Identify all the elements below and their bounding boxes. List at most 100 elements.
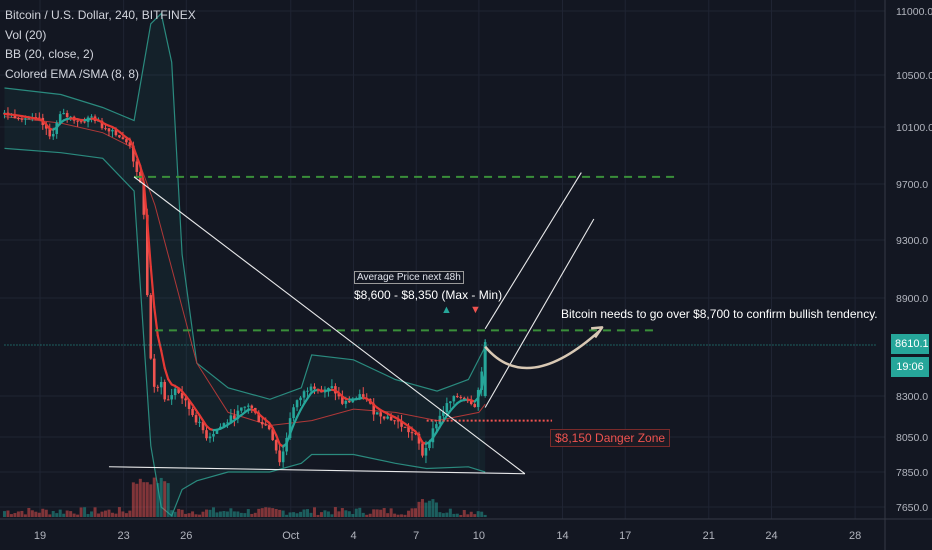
ema-segment (477, 386, 483, 399)
volume-bar (246, 509, 250, 517)
candle-body (194, 415, 198, 423)
candle-body (396, 420, 400, 422)
volume-bar (347, 511, 351, 517)
candle-body (79, 121, 83, 123)
legend-ema[interactable]: Colored EMA /SMA (8, 8) (5, 66, 140, 81)
volume-bar (222, 511, 226, 517)
volume-bar (86, 514, 90, 517)
volume-bar (93, 507, 97, 517)
candle-body (198, 421, 201, 423)
volume-bar (37, 512, 41, 517)
candle-body (205, 430, 208, 439)
candle-body (400, 421, 403, 427)
volume-bar (232, 511, 236, 517)
price-range-label[interactable]: $8,600 - $8,350 (Max - Min) (354, 288, 503, 302)
volume-bar (69, 511, 73, 517)
candle-body (264, 424, 268, 426)
volume-bar (302, 509, 306, 517)
volume-bar (76, 514, 80, 517)
ema-segment (160, 349, 166, 370)
candle-body (44, 125, 48, 129)
volume-bar (469, 511, 473, 517)
y-tick-label: 10100.0 (896, 122, 932, 134)
volume-bar (441, 513, 445, 517)
volume-bar (410, 508, 414, 517)
average-price-box[interactable]: Average Price next 48h (354, 271, 464, 284)
volume-bar (201, 511, 205, 517)
candle-body (170, 395, 173, 400)
volume-bar (218, 511, 222, 517)
volume-bar (191, 511, 195, 517)
volume-bar (16, 511, 20, 517)
y-tick-label: 8300.0 (896, 391, 928, 403)
volume-bar (27, 507, 31, 517)
candle-body (145, 214, 149, 296)
candle-body (236, 410, 240, 419)
volume-bar (30, 510, 34, 517)
volume-bar (253, 512, 257, 517)
volume-bar (257, 508, 261, 517)
candle-body (20, 118, 24, 120)
volume-bar (288, 512, 292, 517)
candle-body (250, 405, 254, 408)
x-tick-label: 23 (117, 530, 129, 542)
volume-bar (351, 513, 355, 517)
candle-body (121, 137, 125, 140)
candle-body (421, 443, 424, 456)
candle-body (17, 118, 20, 120)
volume-bar (396, 514, 400, 517)
volume-bar (159, 477, 163, 517)
candle-body (382, 416, 386, 419)
candle-body (424, 448, 428, 456)
volume-bar (455, 513, 459, 517)
y-tick-label: 9300.0 (896, 235, 928, 247)
x-tick-label: Oct (282, 530, 299, 542)
volume-bar (229, 508, 233, 517)
candle-body (187, 400, 191, 409)
x-tick-label: 14 (556, 530, 568, 542)
candle-body (480, 371, 483, 390)
volume-bar (264, 507, 268, 517)
ema-segment (142, 181, 149, 223)
volume-bar (407, 510, 411, 517)
bollinger-fill (4, 13, 486, 516)
legend-volume[interactable]: Vol (20) (5, 27, 47, 42)
volume-bar (312, 507, 316, 517)
volume-bar (100, 511, 104, 517)
volume-bar (124, 513, 128, 517)
candle-body (435, 424, 438, 429)
volume-bar (393, 513, 397, 517)
volume-bar (13, 513, 17, 517)
candle-body (260, 421, 264, 425)
ema-segment (139, 165, 145, 184)
candle-body (100, 120, 104, 129)
candle-body (65, 113, 69, 118)
ema-segment (163, 366, 170, 381)
volume-bar (90, 511, 94, 517)
volume-bar (236, 511, 240, 517)
volume-bar (260, 508, 264, 517)
volume-bar (149, 484, 153, 517)
candle-body (414, 433, 417, 435)
volume-bar (309, 512, 313, 517)
volume-bar (459, 514, 463, 517)
volume-bar (166, 483, 170, 517)
volume-bar (379, 509, 383, 517)
y-tick-label: 7850.0 (896, 467, 928, 479)
candle-body (152, 358, 156, 387)
volume-bar (389, 508, 393, 517)
danger-zone-label[interactable]: $8,150 Danger Zone (550, 429, 671, 447)
candle-body (180, 392, 184, 399)
volume-bar (417, 501, 421, 517)
legend-symbol[interactable]: Bitcoin / U.S. Dollar, 240, BITFINEX (5, 8, 196, 22)
volume-bar (243, 513, 247, 517)
legend-bollinger[interactable]: BB (20, close, 2) (5, 47, 94, 61)
bullish-note[interactable]: Bitcoin needs to go over $8,700 to confi… (561, 307, 878, 321)
volume-bar (434, 502, 438, 517)
volume-bar (420, 499, 424, 517)
candle-body (208, 436, 212, 439)
volume-bar (333, 507, 337, 517)
y-tick-label: 10500.0 (896, 70, 932, 82)
candle-body (344, 400, 348, 404)
